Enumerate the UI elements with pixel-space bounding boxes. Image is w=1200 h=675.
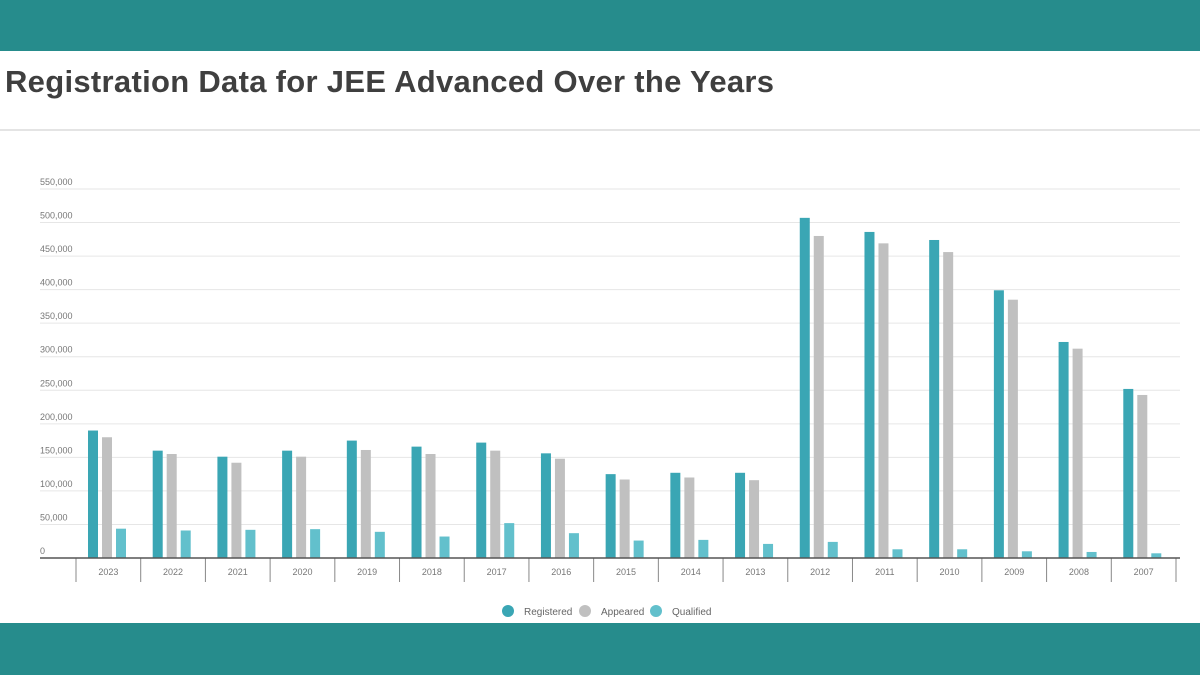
- bar-registered-2014: [670, 472, 681, 558]
- bar-appeared-2011: [878, 243, 889, 559]
- bar-appeared-2009: [1007, 299, 1018, 558]
- bar-registered-2016: [540, 453, 551, 558]
- bar-registered-2020: [282, 450, 293, 558]
- legend-label-registered: Registered: [524, 607, 572, 618]
- bar-qualified-2023: [116, 528, 126, 558]
- y-tick-label: 100,000: [40, 479, 73, 489]
- y-tick-label: 550,000: [40, 177, 73, 187]
- bar-appeared-2012: [813, 235, 824, 559]
- bar-registered-2023: [88, 430, 98, 558]
- y-tick-label: 150,000: [40, 445, 73, 455]
- bar-qualified-2016: [568, 533, 579, 558]
- bar-appeared-2016: [554, 458, 565, 558]
- y-tick-label: 400,000: [40, 278, 73, 288]
- bar-qualified-2009: [1021, 551, 1032, 558]
- legend-label-appeared: Appeared: [601, 607, 644, 618]
- y-tick-label: 200,000: [40, 412, 73, 422]
- bar-qualified-2007: [1151, 553, 1162, 558]
- bar-qualified-2018: [439, 536, 450, 558]
- y-tick-label: 50,000: [40, 512, 68, 522]
- divider: [0, 129, 1200, 131]
- bar-appeared-2010: [943, 252, 954, 558]
- bar-registered-2017: [476, 442, 487, 558]
- x-tick-label: 2013: [745, 567, 765, 577]
- bar-qualified-2011: [892, 549, 903, 558]
- legend-marker-qualified: [650, 605, 662, 617]
- x-tick-label: 2023: [98, 567, 118, 577]
- bar-qualified-2021: [245, 529, 256, 558]
- bar-registered-2019: [346, 440, 357, 558]
- bar-registered-2015: [605, 474, 616, 558]
- bar-registered-2018: [411, 446, 422, 558]
- bar-registered-2022: [152, 450, 163, 558]
- bar-registered-2008: [1058, 341, 1069, 558]
- bar-appeared-2020: [296, 456, 307, 558]
- top-banner: [0, 0, 1200, 51]
- bar-appeared-2022: [166, 454, 177, 558]
- bar-appeared-2014: [684, 477, 695, 558]
- legend-marker-registered: [502, 605, 514, 617]
- x-tick-label: 2020: [292, 567, 312, 577]
- y-tick-label: 250,000: [40, 378, 73, 388]
- bar-qualified-2019: [374, 531, 385, 558]
- bar-appeared-2023: [102, 437, 112, 558]
- bar-qualified-2022: [180, 530, 191, 558]
- bar-qualified-2015: [633, 540, 644, 558]
- bar-qualified-2017: [504, 523, 515, 558]
- x-tick-label: 2021: [228, 567, 248, 577]
- bar-registered-2009: [993, 290, 1004, 558]
- bar-qualified-2012: [827, 541, 838, 558]
- legend-label-qualified: Qualified: [672, 607, 711, 618]
- y-tick-label: 350,000: [40, 311, 73, 321]
- x-tick-label: 2016: [551, 567, 571, 577]
- bar-qualified-2020: [310, 529, 321, 558]
- bar-appeared-2007: [1137, 394, 1148, 558]
- bar-qualified-2010: [957, 549, 968, 558]
- legend-marker-appeared: [579, 605, 591, 617]
- bottom-banner: [0, 623, 1200, 675]
- x-tick-label: 2009: [1004, 567, 1024, 577]
- bar-registered-2012: [799, 217, 810, 558]
- y-tick-label: 450,000: [40, 244, 73, 254]
- x-tick-label: 2017: [487, 567, 507, 577]
- bar-registered-2007: [1123, 388, 1134, 558]
- x-tick-label: 2007: [1134, 567, 1154, 577]
- bar-registered-2011: [864, 231, 875, 559]
- y-tick-label: 0: [40, 546, 45, 556]
- bar-registered-2021: [217, 456, 228, 558]
- page-title: Registration Data for JEE Advanced Over …: [5, 64, 775, 99]
- bar-registered-2010: [929, 239, 940, 559]
- x-tick-label: 2022: [163, 567, 183, 577]
- x-tick-label: 2008: [1069, 567, 1089, 577]
- bar-appeared-2018: [425, 454, 436, 558]
- bar-appeared-2008: [1072, 348, 1083, 558]
- bar-qualified-2014: [698, 539, 709, 558]
- bar-appeared-2019: [360, 449, 371, 558]
- bar-appeared-2015: [619, 479, 630, 558]
- y-tick-label: 300,000: [40, 345, 73, 355]
- bar-registered-2013: [735, 472, 746, 558]
- y-tick-label: 500,000: [40, 211, 73, 221]
- x-tick-label: 2018: [422, 567, 442, 577]
- bar-qualified-2008: [1086, 551, 1097, 558]
- bar-appeared-2017: [490, 450, 501, 558]
- x-tick-label: 2012: [810, 567, 830, 577]
- bar-appeared-2013: [749, 480, 760, 558]
- x-tick-label: 2010: [940, 567, 960, 577]
- x-tick-label: 2019: [357, 567, 377, 577]
- x-tick-label: 2011: [875, 567, 894, 577]
- bar-qualified-2013: [763, 543, 774, 558]
- x-tick-label: 2015: [616, 567, 636, 577]
- x-tick-label: 2014: [681, 567, 701, 577]
- bar-appeared-2021: [231, 462, 242, 558]
